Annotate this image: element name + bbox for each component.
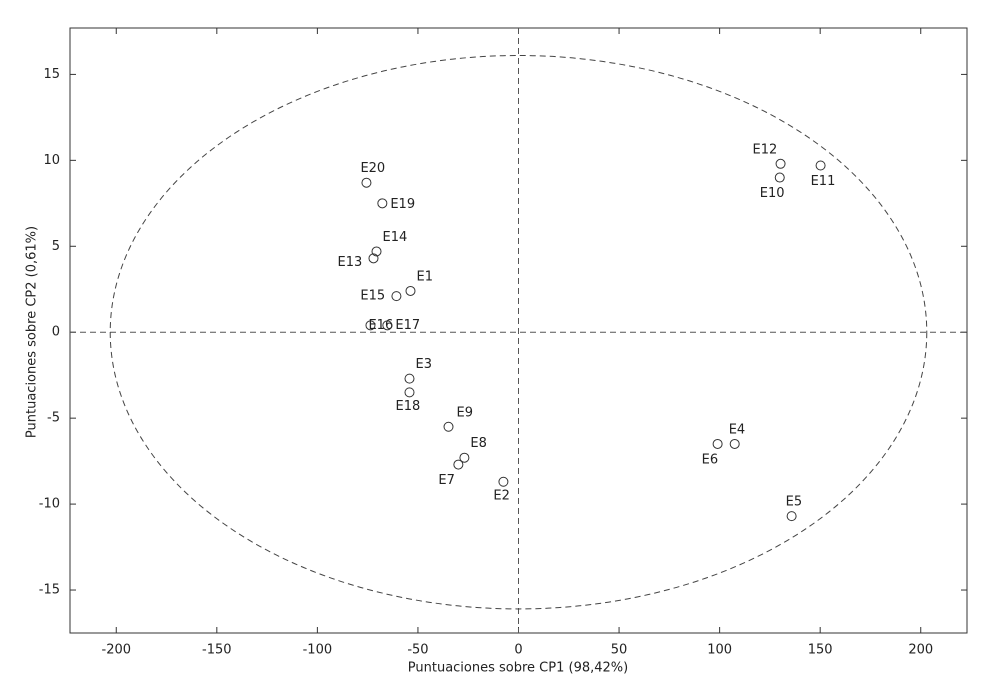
point-label: E7 bbox=[438, 473, 455, 488]
point bbox=[498, 476, 509, 487]
x-axis-label: Puntuaciones sobre CP1 (98,42%) bbox=[408, 661, 628, 676]
y-tick-label: -15 bbox=[39, 583, 60, 598]
point bbox=[382, 320, 393, 331]
point bbox=[815, 160, 826, 171]
point-label: E12 bbox=[753, 142, 778, 157]
point-label: E3 bbox=[415, 357, 432, 372]
point bbox=[712, 438, 723, 449]
x-tick-label: 150 bbox=[808, 643, 833, 658]
point-label: E11 bbox=[811, 174, 836, 189]
y-tick-label: 5 bbox=[52, 239, 60, 254]
x-tick-label: -200 bbox=[102, 643, 132, 658]
point bbox=[377, 198, 388, 209]
point bbox=[405, 285, 416, 296]
point bbox=[774, 172, 785, 183]
point bbox=[775, 158, 786, 169]
point-label: E20 bbox=[360, 161, 385, 176]
point-label: E1 bbox=[416, 269, 433, 284]
point-label: E2 bbox=[493, 488, 510, 503]
point-label: E9 bbox=[457, 405, 474, 420]
x-tick-label: -50 bbox=[407, 643, 428, 658]
point bbox=[459, 452, 470, 463]
point-label: E15 bbox=[360, 289, 385, 304]
point-label: E4 bbox=[729, 422, 746, 437]
point bbox=[404, 373, 415, 384]
point-label: E16 bbox=[368, 318, 393, 333]
point bbox=[453, 459, 464, 470]
y-tick-label: -10 bbox=[39, 497, 60, 512]
point-label: E18 bbox=[395, 399, 420, 414]
point bbox=[391, 291, 402, 302]
point bbox=[365, 320, 376, 331]
point bbox=[361, 177, 372, 188]
x-tick-label: 0 bbox=[514, 643, 522, 658]
x-tick-label: 100 bbox=[707, 643, 732, 658]
point-label: E19 bbox=[390, 197, 415, 212]
point bbox=[729, 438, 740, 449]
point-label: E6 bbox=[702, 452, 719, 467]
point-label: E10 bbox=[760, 186, 785, 201]
point bbox=[786, 511, 797, 522]
point bbox=[404, 387, 415, 398]
point-label: E8 bbox=[470, 436, 487, 451]
point bbox=[368, 253, 379, 264]
x-tick-label: -150 bbox=[202, 643, 232, 658]
y-tick-label: -5 bbox=[47, 411, 60, 426]
y-tick-label: 15 bbox=[43, 67, 60, 82]
point-label: E5 bbox=[786, 495, 803, 510]
confidence-ellipse bbox=[109, 55, 928, 610]
point-label: E14 bbox=[383, 230, 408, 245]
x-tick-label: 200 bbox=[908, 643, 933, 658]
y-tick-label: 10 bbox=[43, 153, 60, 168]
x-tick-label: -100 bbox=[303, 643, 333, 658]
point-label: E17 bbox=[395, 318, 420, 333]
point bbox=[443, 421, 454, 432]
point-label: E13 bbox=[337, 255, 362, 270]
point bbox=[371, 246, 382, 257]
y-axis-label: Puntuaciones sobre CP2 (0,61%) bbox=[25, 226, 40, 438]
y-tick-label: 0 bbox=[52, 325, 60, 340]
x-tick-label: 50 bbox=[611, 643, 628, 658]
